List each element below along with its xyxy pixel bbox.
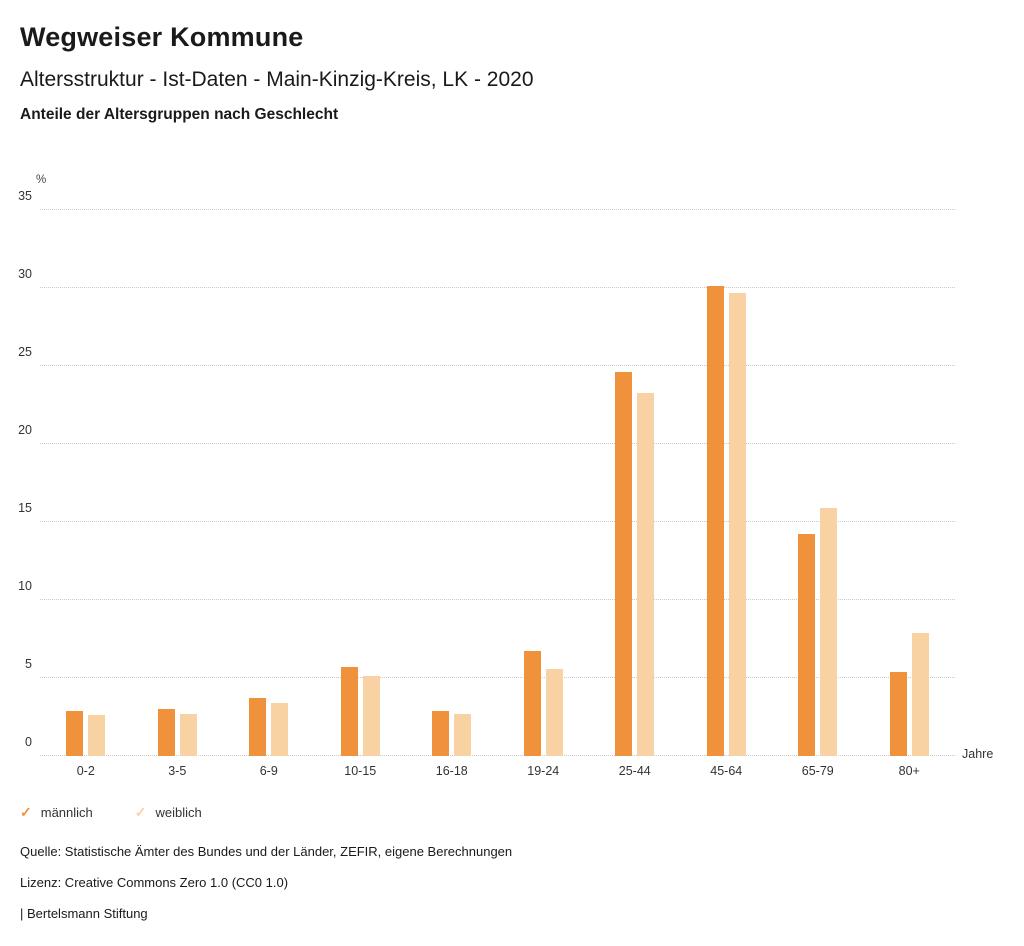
chart-subheading: Anteile der Altersgruppen nach Geschlech… (20, 106, 339, 123)
y-axis-unit-label: % (36, 174, 47, 186)
source-text: Quelle: Statistische Ämter des Bundes un… (20, 844, 513, 859)
x-axis-title: Jahre (962, 747, 994, 761)
bar-weiblich-45-64[interactable] (728, 292, 746, 756)
bar-weiblich-3-5[interactable] (179, 713, 197, 756)
chart-plot-area: % 0 5 10 15 20 25 30 35 (18, 174, 955, 756)
chart-subtitle: Altersstruktur - Ist-Daten - Main-Kinzig… (20, 68, 534, 91)
gridline-0 (40, 755, 955, 756)
bar-weiblich-16-18[interactable] (454, 713, 472, 756)
gridline-30 (40, 287, 955, 288)
bar-weiblich-25-44[interactable] (637, 392, 655, 756)
bar-männlich-0-2[interactable] (66, 710, 84, 756)
attribution-text: | Bertelsmann Stiftung (20, 906, 148, 921)
bar-group-0-2 (40, 210, 132, 756)
legend-item-weiblich[interactable]: ✓ weiblich (135, 804, 202, 821)
y-tick-label-5: 5 (25, 657, 32, 671)
bar-männlich-16-18[interactable] (432, 710, 450, 756)
gridline-10 (40, 599, 955, 600)
y-tick-label-15: 15 (18, 501, 32, 515)
y-tick-label-30: 30 (18, 267, 32, 281)
x-tick-label-45-64: 45-64 (710, 764, 743, 778)
bar-weiblich-80+[interactable] (911, 632, 929, 756)
x-tick-label-0-2: 0-2 (76, 764, 95, 778)
bar-weiblich-6-9[interactable] (271, 702, 289, 756)
legend: ✓ männlich ✓ weiblich (20, 804, 202, 821)
check-icon: ✓ (134, 804, 147, 820)
gridline-5 (40, 677, 955, 678)
bar-weiblich-10-15[interactable] (362, 676, 380, 756)
x-axis-labels: 0-2 3-5 6-9 10-15 16-18 19-24 25-44 45-64 65-79 8… (40, 764, 955, 778)
bar-männlich-25-44[interactable] (615, 372, 633, 756)
y-tick-label-0: 0 (25, 735, 32, 749)
check-icon: ✓ (20, 804, 32, 820)
y-tick-label-20: 20 (18, 423, 32, 437)
bar-group-16-18 (406, 210, 498, 756)
x-tick-label-10-15: 10-15 (344, 764, 377, 778)
bars-container (40, 210, 955, 756)
legend-item-maennlich[interactable]: ✓ männlich (20, 804, 93, 821)
y-tick-label-10: 10 (18, 579, 32, 593)
x-tick-label-65-79: 65-79 (801, 764, 834, 778)
gridline-25 (40, 365, 955, 366)
bar-männlich-10-15[interactable] (340, 667, 358, 756)
bar-männlich-6-9[interactable] (249, 698, 267, 756)
y-tick-label-35: 35 (18, 189, 32, 203)
legend-label: männlich (40, 805, 93, 820)
bar-männlich-45-64[interactable] (706, 286, 724, 756)
x-tick-label-80+: 80+ (898, 764, 920, 778)
x-tick-label-3-5: 3-5 (168, 764, 187, 778)
license-text: Lizenz: Creative Commons Zero 1.0 (CC0 1… (20, 875, 289, 890)
bar-weiblich-65-79[interactable] (820, 507, 838, 756)
bar-männlich-19-24[interactable] (523, 651, 541, 756)
y-tick-label-25: 25 (18, 345, 32, 359)
bar-group-6-9 (223, 210, 315, 756)
gridline-35 (40, 209, 955, 210)
x-tick-label-6-9: 6-9 (259, 764, 278, 778)
bar-group-80+ (864, 210, 956, 756)
legend-label: weiblich (155, 805, 202, 820)
x-tick-label-16-18: 16-18 (435, 764, 468, 778)
bar-group-25-44 (589, 210, 681, 756)
gridline-15 (40, 521, 955, 522)
bar-weiblich-19-24[interactable] (545, 668, 563, 756)
bar-weiblich-0-2[interactable] (88, 715, 106, 756)
bar-group-10-15 (315, 210, 407, 756)
bar-männlich-3-5[interactable] (157, 709, 175, 756)
bar-group-65-79 (772, 210, 864, 756)
bar-group-45-64 (681, 210, 773, 756)
x-tick-label-25-44: 25-44 (618, 764, 651, 778)
bar-group-3-5 (132, 210, 224, 756)
gridline-20 (40, 443, 955, 444)
x-tick-label-19-24: 19-24 (527, 764, 560, 778)
bar-männlich-65-79[interactable] (798, 534, 816, 756)
bar-männlich-80+[interactable] (889, 671, 907, 756)
bar-group-19-24 (498, 210, 590, 756)
page-title: Wegweiser Kommune (20, 22, 304, 52)
